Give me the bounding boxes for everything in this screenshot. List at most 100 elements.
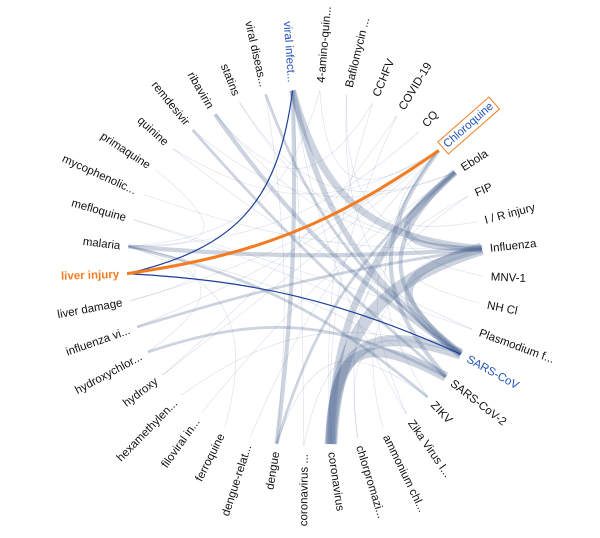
node-label[interactable]: chlorpromazi... [353, 444, 387, 520]
node-label[interactable]: CQ [420, 109, 440, 130]
node-label[interactable]: coronavirus [325, 451, 346, 512]
edge-coronavirus--to-viral-infect-[interactable] [292, 90, 305, 446]
node-label[interactable]: influenza vi... [65, 325, 132, 359]
edge-ebola-to-sars-cov[interactable] [398, 170, 463, 356]
edge-covid-19-to-hydroxy[interactable] [162, 115, 398, 376]
edge-zika-virus-i--to-viral-infect-[interactable] [292, 90, 407, 415]
node-cchfv[interactable]: CCHFV [371, 57, 397, 99]
node-label[interactable]: CCHFV [371, 57, 397, 99]
node-label[interactable]: MNV-1 [490, 271, 526, 285]
node-mefloquine[interactable]: mefloquine [70, 197, 127, 224]
node-label[interactable]: ferroquine [194, 432, 228, 484]
node-i-r-injury[interactable]: I / R injury [483, 202, 536, 227]
edge-ferroquine-to-malaria[interactable] [128, 246, 237, 428]
node-label[interactable]: 4-amino-quin... [316, 6, 334, 83]
edge-ribavirin-to-sars-cov[interactable] [213, 113, 462, 356]
edge-zikv-to-dengue[interactable] [276, 360, 428, 444]
node-cq[interactable]: CQ [420, 109, 440, 130]
edge-dengue-to-ebola[interactable] [275, 171, 456, 445]
node-coronavirus[interactable]: coronavirus ... [298, 454, 310, 526]
edge-viral-infect--to-influenza[interactable] [289, 89, 483, 253]
edge-ebola-to-coronavirus[interactable] [327, 169, 458, 445]
node-label[interactable]: mycophenolic... [60, 153, 138, 197]
edge-influenza-vi--to-influenza[interactable] [136, 247, 483, 329]
edge-viral-diseas--to-dengue[interactable] [265, 94, 285, 444]
node-hydroxy[interactable]: hydroxy [121, 376, 161, 410]
edge-chlorpromazi--to-sars-cov[interactable] [353, 339, 461, 439]
node-liver-injury[interactable]: liver injury [61, 269, 120, 283]
edge-sars-cov-2-to-coronavirus[interactable] [326, 347, 449, 445]
node-label[interactable]: statins [218, 62, 241, 98]
node-ribavirin[interactable]: ribavirin [185, 70, 216, 111]
edge-ammonium-chl--to-influenza[interactable] [372, 248, 483, 429]
node-liver-damage[interactable]: liver damage [57, 297, 124, 321]
edge-statins-to-ebola[interactable] [239, 102, 456, 193]
edge-remdesivir-to-sars-cov-2[interactable] [191, 128, 447, 378]
edge-cchfv-to-coronavirus[interactable] [328, 103, 373, 445]
node-quinine[interactable]: quinine [135, 115, 171, 149]
node-label[interactable]: quinine [135, 115, 171, 149]
node-ferroquine[interactable]: ferroquine [194, 432, 228, 484]
edge-zika-virus-i--to-chloroquine[interactable] [376, 150, 439, 415]
edge-liver-injury-to-sars-cov[interactable] [127, 273, 462, 355]
node-viral-diseas[interactable]: viral diseas... [242, 20, 269, 88]
node-label[interactable]: viral diseas... [242, 20, 269, 88]
edge-fip-to-influenza[interactable] [410, 195, 482, 250]
node-label[interactable]: Bafilomycin ... [344, 16, 372, 88]
edge-plasmodium-f--to-mefloquine[interactable] [133, 219, 473, 330]
node-mycophenolic[interactable]: mycophenolic... [60, 153, 138, 197]
edge-mefloquine-to-sars-cov[interactable] [133, 219, 461, 355]
edge-mycophenolic--to-influenza[interactable] [142, 193, 482, 250]
node-primaquine[interactable]: primaquine [98, 130, 152, 171]
edge-covid-19-to-coronavirus[interactable] [329, 115, 398, 445]
node-influenza[interactable]: Influenza [489, 238, 537, 255]
edge-quinine-to-chloroquine[interactable] [172, 148, 439, 195]
node-bafilomycin[interactable]: Bafilomycin ... [344, 16, 372, 88]
node-label[interactable]: ZIKV [428, 399, 455, 426]
node-dengue[interactable]: dengue [264, 451, 282, 491]
edge-hydroxychlor--to-sars-cov-2[interactable] [147, 326, 447, 379]
edge-hydroxy-to-chloroquine[interactable] [162, 150, 439, 376]
edge-hydroxychlor--to-malaria[interactable] [128, 246, 202, 353]
node-label[interactable]: Influenza [489, 238, 537, 255]
edge-primaquine-to-malaria[interactable] [128, 169, 205, 247]
node-chloroquine[interactable]: Chloroquine [437, 96, 501, 155]
edge-hexamethylen--to-sars-cov[interactable] [180, 332, 461, 396]
node-sars-cov-2[interactable]: SARS-CoV-2 [448, 378, 508, 429]
edge-bafilomycin--to-sars-cov[interactable] [345, 94, 462, 355]
edge-viral-infect--to-sars-cov[interactable] [289, 89, 463, 357]
edge-nh-cl-to-influenza[interactable] [414, 248, 483, 304]
edge-influenza-vi--to-chloroquine[interactable] [136, 150, 439, 328]
edge-chloroquine-to-liver-injury[interactable] [126, 149, 440, 276]
edge-plasmodium-f--to-quinine[interactable] [172, 148, 473, 330]
node-filoviral-in[interactable]: filoviral in... [159, 417, 202, 471]
node-label[interactable]: FIP [473, 181, 495, 199]
edge-malaria-to-influenza[interactable] [128, 244, 483, 258]
node-malaria[interactable]: malaria [82, 236, 121, 253]
node-nh-cl[interactable]: NH Cl [486, 300, 518, 318]
node-viral-infect[interactable]: viral infect... [281, 21, 297, 83]
node-label[interactable]: dengue [264, 451, 282, 491]
node-statins[interactable]: statins [218, 62, 241, 98]
node-label[interactable]: mefloquine [70, 197, 127, 224]
edge-dengue-to-viral-infect-[interactable] [274, 90, 297, 444]
node-label[interactable]: dengue-relat... [220, 443, 254, 517]
node-label[interactable]: liver damage [57, 297, 124, 321]
edge-cq-to-malaria[interactable] [128, 131, 420, 247]
node-label[interactable]: Chloroquine [441, 101, 496, 151]
node-label[interactable]: I / R injury [483, 202, 536, 227]
node-plasmodium-f[interactable]: Plasmodium f... [477, 327, 556, 366]
edge-zikv-to-chloroquine[interactable] [384, 150, 439, 398]
edge-remdesivir-to-ebola[interactable] [192, 129, 456, 198]
edge-i-r-injury-to-chloroquine[interactable] [398, 150, 478, 227]
node-4-amino-quin[interactable]: 4-amino-quin... [316, 6, 334, 83]
node-sars-cov[interactable]: SARS-CoV [464, 354, 520, 392]
edge-viral-infect--to-liver-injury[interactable] [126, 90, 294, 275]
node-label[interactable]: NH Cl [486, 300, 518, 318]
node-label[interactable]: SARS-CoV [464, 354, 520, 392]
edge-sars-cov-to-coronavirus[interactable] [325, 335, 463, 445]
edge-fip-to-coronavirus[interactable] [330, 196, 469, 445]
edge-coronavirus--to-sars-cov[interactable] [303, 340, 461, 447]
node-label[interactable]: ribavirin [185, 70, 216, 111]
node-zikv[interactable]: ZIKV [428, 399, 455, 426]
